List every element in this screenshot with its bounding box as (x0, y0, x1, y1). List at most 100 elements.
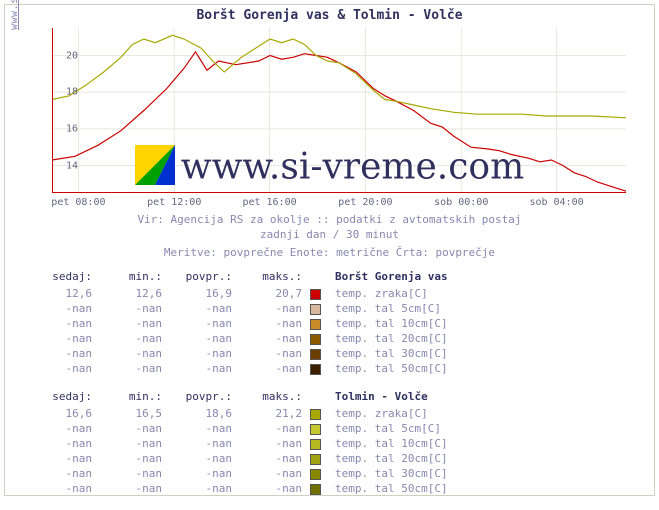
y-tick-label: 14 (66, 160, 78, 171)
cell-max: 20,7 (236, 286, 306, 301)
y-tick-label: 18 (66, 87, 78, 98)
table-row: -nan -nan -nan -nan temp. tal 20cm[C] (32, 451, 531, 466)
cell-measure: temp. tal 50cm[C] (331, 361, 531, 376)
color-swatch-icon (310, 439, 321, 450)
color-swatch-icon (310, 454, 321, 465)
cell-measure: temp. tal 5cm[C] (331, 421, 531, 436)
cell-now: 12,6 (32, 286, 96, 301)
cell-swatch (306, 421, 331, 436)
cell-measure: temp. tal 50cm[C] (331, 481, 531, 496)
cell-now: -nan (32, 331, 96, 346)
cell-min: 16,5 (96, 406, 166, 421)
cell-min: -nan (96, 466, 166, 481)
cell-min: -nan (96, 436, 166, 451)
color-swatch-icon (310, 469, 321, 480)
cell-min: -nan (96, 331, 166, 346)
cell-measure: temp. tal 10cm[C] (331, 316, 531, 331)
cell-now: -nan (32, 361, 96, 376)
subtitle-units: Meritve: povprečne Enote: metrične Črta:… (0, 246, 659, 259)
table-row: -nan -nan -nan -nan temp. tal 50cm[C] (32, 481, 531, 496)
cell-max: -nan (236, 301, 306, 316)
cell-now: -nan (32, 451, 96, 466)
table-row: -nan -nan -nan -nan temp. tal 5cm[C] (32, 421, 531, 436)
cell-max: -nan (236, 436, 306, 451)
cell-avg: -nan (166, 466, 236, 481)
cell-avg: -nan (166, 361, 236, 376)
stats-table: sedaj: min.: povpr.: maks.: Boršt Gorenj… (32, 270, 531, 376)
cell-measure: temp. zraka[C] (331, 286, 531, 301)
cell-now: -nan (32, 421, 96, 436)
color-swatch-icon (310, 364, 321, 375)
cell-avg: -nan (166, 331, 236, 346)
cell-min: -nan (96, 361, 166, 376)
x-tick-label: pet 08:00 (51, 197, 105, 208)
location-name: Tolmin - Volče (331, 390, 531, 406)
cell-measure: temp. tal 30cm[C] (331, 346, 531, 361)
table-row: -nan -nan -nan -nan temp. tal 10cm[C] (32, 436, 531, 451)
cell-swatch (306, 436, 331, 451)
cell-avg: -nan (166, 451, 236, 466)
cell-min: -nan (96, 316, 166, 331)
table-row: -nan -nan -nan -nan temp. tal 30cm[C] (32, 466, 531, 481)
table-header-row: sedaj: min.: povpr.: maks.: Boršt Gorenj… (32, 270, 531, 286)
col-max: maks.: (236, 270, 306, 286)
table-row: -nan -nan -nan -nan temp. tal 5cm[C] (32, 301, 531, 316)
cell-swatch (306, 316, 331, 331)
cell-swatch (306, 406, 331, 421)
col-now: sedaj: (32, 390, 96, 406)
cell-swatch (306, 466, 331, 481)
cell-swatch (306, 481, 331, 496)
x-tick-label: sob 00:00 (434, 197, 488, 208)
table-row: -nan -nan -nan -nan temp. tal 30cm[C] (32, 346, 531, 361)
table-row: -nan -nan -nan -nan temp. tal 50cm[C] (32, 361, 531, 376)
cell-swatch (306, 346, 331, 361)
col-max: maks.: (236, 390, 306, 406)
cell-now: 16,6 (32, 406, 96, 421)
cell-now: -nan (32, 316, 96, 331)
cell-min: -nan (96, 421, 166, 436)
cell-swatch (306, 361, 331, 376)
table-header-row: sedaj: min.: povpr.: maks.: Tolmin - Vol… (32, 390, 531, 406)
cell-swatch (306, 331, 331, 346)
cell-min: -nan (96, 481, 166, 496)
cell-measure: temp. zraka[C] (331, 406, 531, 421)
cell-measure: temp. tal 30cm[C] (331, 466, 531, 481)
subtitle-range: zadnji dan / 30 minut (0, 228, 659, 241)
color-swatch-icon (310, 334, 321, 345)
chart-axes (52, 28, 626, 193)
stats-table: sedaj: min.: povpr.: maks.: Tolmin - Vol… (32, 390, 531, 496)
cell-min: 12,6 (96, 286, 166, 301)
cell-avg: -nan (166, 436, 236, 451)
cell-max: -nan (236, 466, 306, 481)
chart-plot-area (52, 28, 626, 193)
cell-avg: -nan (166, 481, 236, 496)
color-swatch-icon (310, 484, 321, 495)
cell-max: -nan (236, 316, 306, 331)
cell-avg: 18,6 (166, 406, 236, 421)
color-swatch-icon (310, 409, 321, 420)
table-row: 12,6 12,6 16,9 20,7 temp. zraka[C] (32, 286, 531, 301)
cell-measure: temp. tal 20cm[C] (331, 451, 531, 466)
cell-avg: -nan (166, 421, 236, 436)
table-row: -nan -nan -nan -nan temp. tal 10cm[C] (32, 316, 531, 331)
location-name: Boršt Gorenja vas (331, 270, 531, 286)
col-min: min.: (96, 270, 166, 286)
x-tick-label: pet 20:00 (338, 197, 392, 208)
cell-now: -nan (32, 436, 96, 451)
cell-max: -nan (236, 481, 306, 496)
cell-now: -nan (32, 466, 96, 481)
color-swatch-icon (310, 424, 321, 435)
subtitle-source: Vir: Agencija RS za okolje :: podatki z … (0, 213, 659, 226)
cell-now: -nan (32, 301, 96, 316)
color-swatch-icon (310, 289, 321, 300)
color-swatch-icon (310, 349, 321, 360)
y-tick-label: 20 (66, 50, 78, 61)
cell-swatch (306, 286, 331, 301)
cell-swatch (306, 301, 331, 316)
stats-tables: sedaj: min.: povpr.: maks.: Boršt Gorenj… (32, 270, 639, 510)
cell-avg: 16,9 (166, 286, 236, 301)
color-swatch-icon (310, 304, 321, 315)
col-now: sedaj: (32, 270, 96, 286)
cell-max: -nan (236, 421, 306, 436)
cell-max: -nan (236, 361, 306, 376)
